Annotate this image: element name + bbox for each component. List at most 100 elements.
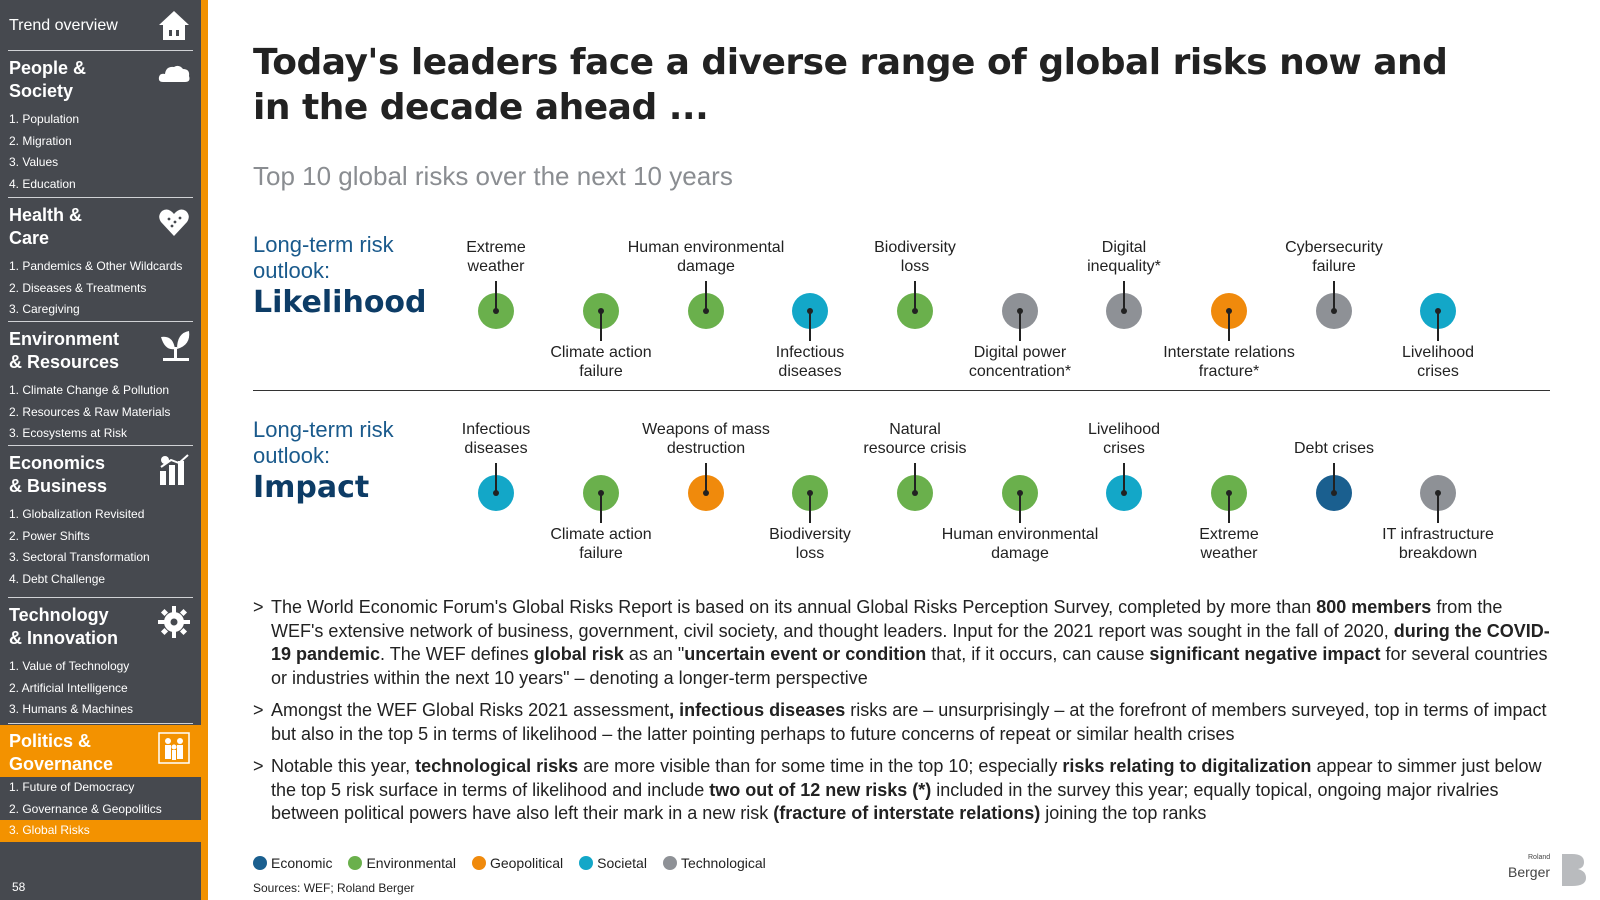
page-subtitle: Top 10 global risks over the next 10 yea… [253,161,733,191]
risk-label: Interstate relations fracture* [1163,344,1295,380]
bullet-list: The World Economic Forum's Global Risks … [253,596,1553,835]
impact-title: Impact [253,470,370,505]
legend-swatch [579,856,594,870]
legend-label: Societal [597,855,647,871]
risk-label: Natural resource crisis [863,421,967,457]
sidebar-item[interactable]: 3. Sectoral Transformation [9,550,150,564]
risk-label: Climate action failure [550,526,652,562]
legend-label: Geopolitical [489,855,564,871]
risk-label: Cybersecurity failure [1285,239,1383,275]
sidebar-item[interactable]: 1. Value of Technology [9,659,130,673]
legend-swatch [662,856,677,870]
risk-pin [1331,490,1337,496]
risk-stem [1228,493,1230,523]
sidebar-section-3: Environment & Resources 1. Climate Change… [0,323,201,445]
bullet-emphasis: , infectious diseases [669,700,846,720]
risk-label: Weapons of mass destruction [642,421,770,457]
likelihood-title: Likelihood [253,285,427,320]
sidebar-section-title[interactable]: Technology & Innovation [9,605,118,648]
bullet-emphasis: risks relating to digitalization [1062,756,1312,776]
bullet-emphasis: global risk [533,644,624,664]
bullet-text: risks are – unsurprisingly – at the fore… [271,700,1547,744]
sidebar-item[interactable]: 3. Caregiving [9,302,80,316]
trend-overview-link[interactable]: Trend overview [0,0,201,52]
risk-stem [1333,463,1335,493]
page-title: Today's leaders face a diverse range of … [253,42,1448,128]
sidebar-item[interactable]: 1. Climate Change & Pollution [9,383,170,397]
sidebar: Trend overview People & Society 1. Popula… [0,0,208,900]
risk-pin [807,490,813,496]
risk-pin [493,308,499,314]
risk-pin [703,308,709,314]
sidebar-section-title[interactable]: People & Society [9,58,87,101]
sidebar-item[interactable]: 3. Values [9,155,59,169]
sidebar-item[interactable]: 4. Education [9,176,76,191]
bullet-emphasis: 800 members [1316,597,1432,617]
legend-label: Technological [680,855,766,871]
sidebar-section-title[interactable]: Politics & Governance [9,731,114,774]
risk-pin [912,490,918,496]
sidebar-item[interactable]: 2. Resources & Raw Materials [9,404,171,419]
sidebar-item[interactable]: 4. Debt Challenge [9,571,106,586]
legend-swatch [348,856,363,870]
people-icon [158,732,190,764]
roland-berger-logo: Roland Berger [1508,852,1588,892]
bullet-text: are more visible than for some time in t… [578,756,1063,776]
risk-label: Extreme weather [466,239,526,275]
risk-stem [1437,493,1439,523]
business-chart-icon [160,454,189,485]
risk-stem [914,463,916,493]
section-divider [253,390,1550,391]
bullet-paragraph: Notable this year, technological risks a… [253,755,1553,826]
likelihood-line1: Long-term risk [253,232,394,257]
bullet-text: included in the survey this year; equall… [271,779,1499,824]
risk-pin [598,308,604,314]
category-legend: Economic Environmental Geopolitical Societa… [253,855,766,871]
sidebar-section-title[interactable]: Health & Care [9,205,83,248]
risk-pin [598,490,604,496]
bullet-paragraph: The World Economic Forum's Global Risks … [253,596,1553,690]
bullet-emphasis: (fracture of interstate relations) [773,803,1041,823]
bullet-text: that, if it occurs, can cause [926,644,1150,664]
legend-item: Technological [662,855,766,871]
sidebar-item[interactable]: 3. Ecosystems at Risk [9,426,128,440]
risk-label: Livelihood crises [1087,421,1161,457]
bullet-emphasis: uncertain event or condition [684,644,927,664]
sidebar-item[interactable]: 1. Future of Democracy [9,780,135,794]
risk-pin [1226,490,1232,496]
sidebar-item[interactable]: 3. Global Risks [0,820,201,842]
sidebar-section-title[interactable]: Economics & Business [9,453,108,496]
bullet-text: as an " [623,644,685,664]
home-icon [159,11,189,40]
impact-heading: Long-term risk outlook: Impact [253,417,394,507]
risk-label: Climate action failure [550,344,652,380]
logo-big-text: Berger [1508,864,1551,880]
sidebar-item[interactable]: 1. Pandemics & Other Wildcards [9,259,183,273]
bullet-text: The World Economic Forum's Global Risks … [271,597,1317,617]
sidebar-item[interactable]: 1. Population [9,112,80,126]
page-number: 58 [12,880,26,894]
sidebar-item[interactable]: 2. Migration [9,133,72,148]
sidebar-item[interactable]: 3. Humans & Machines [9,702,134,716]
bullet-emphasis: significant negative impact [1149,644,1381,664]
cloud-icon [158,65,190,82]
risk-pin [1331,308,1337,314]
risk-pin [703,490,709,496]
risk-label: Digital inequality* [1087,239,1161,275]
risk-label: Biodiversity loss [874,239,956,275]
sidebar-item[interactable]: 2. Governance & Geopolitics [9,801,162,816]
risk-label: Infectious diseases [775,344,845,380]
risk-pin [1017,490,1023,496]
sidebar-item[interactable]: 2. Diseases & Treatments [9,280,147,295]
risk-label: Infectious diseases [461,421,531,457]
sidebar-item[interactable]: 2. Artificial Intelligence [9,680,128,695]
legend-swatch [253,856,267,870]
risk-stem [809,311,811,341]
risk-stem [1123,463,1125,493]
sidebar-section-title[interactable]: Environment & Resources [9,329,120,372]
bullet-text: for several countries or industries with… [271,644,1548,688]
sidebar-section-4: Economics & Business 1. Globalization Rev… [0,447,201,597]
sidebar-item[interactable]: 2. Power Shifts [9,528,90,543]
bullet-text: joining the top ranks [1040,803,1207,823]
sidebar-item[interactable]: 1. Globalization Revisited [9,507,145,521]
